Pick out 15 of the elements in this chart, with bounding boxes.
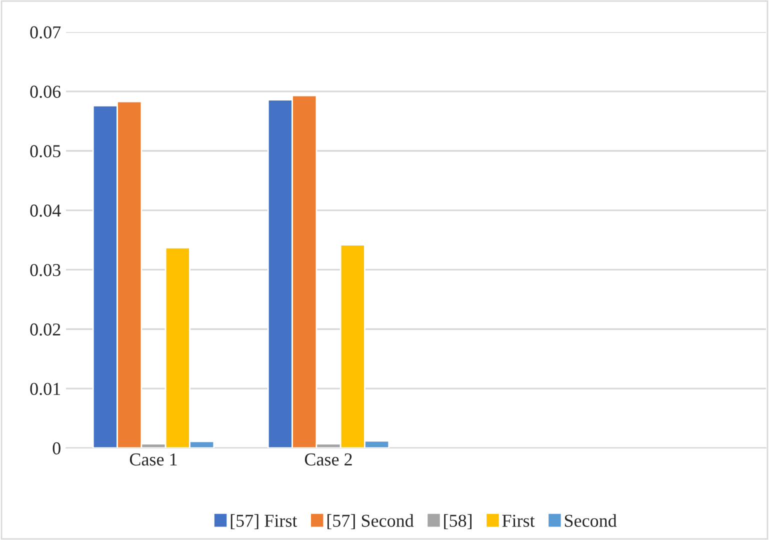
legend-label: [57] Second (327, 514, 414, 530)
y-tick-label: 0.02 (30, 323, 60, 336)
y-tick-label: 0.03 (30, 264, 60, 276)
legend-label: [57] First (230, 514, 298, 530)
legend-label: [58] (444, 514, 472, 530)
y-tick-label: 0.05 (30, 145, 60, 158)
y-tick-label: 0.06 (30, 86, 61, 98)
legend-label: First (502, 514, 535, 527)
x-tick-label: Case 2 (304, 453, 352, 466)
y-tick-label: 0.01 (30, 382, 60, 396)
y-tick-label: 0.04 (30, 204, 61, 217)
y-tick-label: 0.07 (30, 26, 61, 39)
legend-label: Second (564, 514, 617, 527)
x-tick-label: Case 1 (130, 453, 177, 466)
y-tick-label: 0 (52, 442, 60, 454)
